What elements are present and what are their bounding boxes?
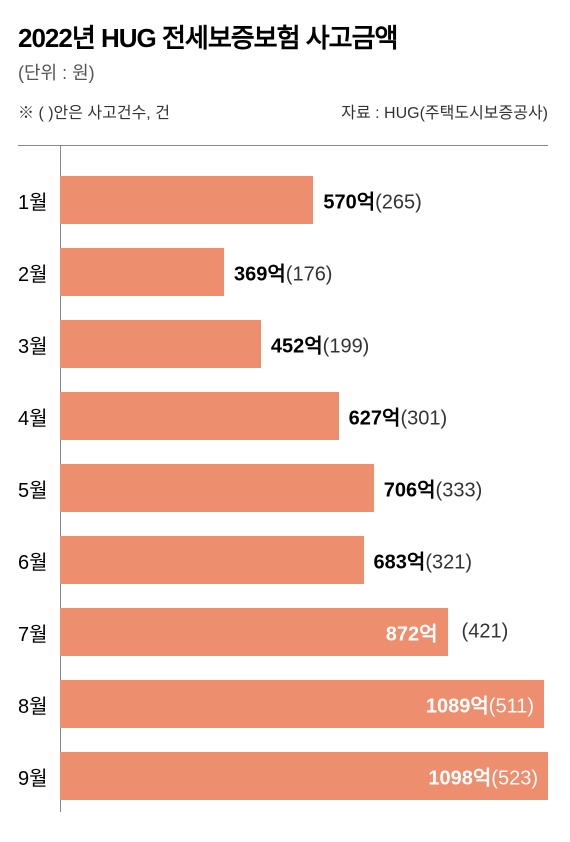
chart-row: 4월627억(301) — [18, 380, 548, 452]
month-label: 5월 — [18, 474, 60, 503]
bar: 1089억(511) — [60, 680, 544, 728]
bar-wrap: 706억(333) — [60, 452, 548, 524]
bar-wrap: 872억 (421) — [60, 596, 548, 668]
chart-row: 9월 1098억(523) — [18, 740, 548, 812]
month-label: 8월 — [18, 690, 60, 719]
bar-wrap: 1089억(511) — [60, 668, 548, 740]
bar: 872억(421) — [60, 608, 448, 656]
chart-row: 5월706억(333) — [18, 452, 548, 524]
chart-source: 자료 : HUG(주택도시보증공사) — [341, 99, 548, 123]
bar-value: 872억 — [386, 618, 438, 647]
bar-wrap: 452억(199) — [60, 308, 548, 380]
bar: 683억(321) — [60, 536, 364, 584]
bar-value: 369억(176) — [234, 258, 332, 287]
month-label: 9월 — [18, 762, 60, 791]
chart-row: 3월452억(199) — [18, 308, 548, 380]
bar: 452억(199) — [60, 320, 261, 368]
month-label: 4월 — [18, 402, 60, 431]
bar: 369억(176) — [60, 248, 224, 296]
chart-row: 7월 872억 (421) — [18, 596, 548, 668]
bar-value: 706억(333) — [384, 474, 482, 503]
month-label: 6월 — [18, 546, 60, 575]
chart-row: 1월570억(265) — [18, 164, 548, 236]
bar-value: 1098억(523) — [428, 762, 538, 791]
bar-wrap: 683억(321) — [60, 524, 548, 596]
chart-row: 2월369억(176) — [18, 236, 548, 308]
chart-row: 6월683억(321) — [18, 524, 548, 596]
bar: 706억(333) — [60, 464, 374, 512]
chart-note: ※ ( )안은 사고건수, 건 — [18, 99, 170, 123]
chart-unit: (단위 : 원) — [18, 59, 548, 85]
bar-wrap: 570억(265) — [60, 164, 548, 236]
bar-value: 452억(199) — [271, 330, 369, 359]
month-label: 7월 — [18, 618, 60, 647]
bar-chart: 1월570억(265)2월369억(176)3월452억(199)4월627억(… — [18, 145, 548, 812]
month-label: 1월 — [18, 186, 60, 215]
bar-value: 570억(265) — [323, 186, 421, 215]
bar-value: 1089억(511) — [426, 690, 534, 719]
chart-row: 8월 1089억(511) — [18, 668, 548, 740]
chart-meta: ※ ( )안은 사고건수, 건 자료 : HUG(주택도시보증공사) — [18, 99, 548, 123]
bar-wrap: 1098억(523) — [60, 740, 548, 812]
bar-wrap: 627억(301) — [60, 380, 548, 452]
month-label: 3월 — [18, 330, 60, 359]
bar: 570억(265) — [60, 176, 313, 224]
chart-title: 2022년 HUG 전세보증보험 사고금액 — [18, 18, 548, 55]
bar-value: 683억(321) — [374, 546, 472, 575]
bar-count: (421) — [462, 621, 509, 644]
bar: 627억(301) — [60, 392, 339, 440]
bar-value: 627억(301) — [349, 402, 447, 431]
bar-wrap: 369억(176) — [60, 236, 548, 308]
bar: 1098억(523) — [60, 752, 548, 800]
month-label: 2월 — [18, 258, 60, 287]
